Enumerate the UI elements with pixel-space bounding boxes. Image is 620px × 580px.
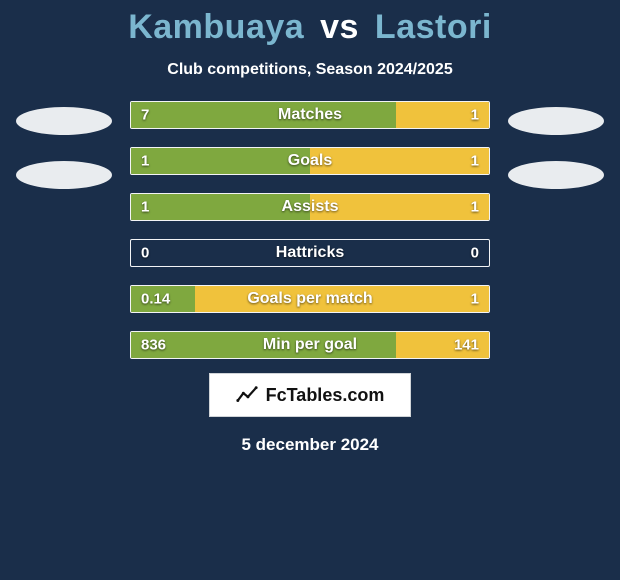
right-team-column (506, 101, 606, 189)
fctables-icon (236, 384, 258, 406)
team-badge-placeholder (16, 107, 112, 135)
stat-bars: 7 1 Matches 1 1 Goals 1 1 Assists 0 0 Hattricks 0.14… (130, 101, 490, 359)
comparison-content: 7 1 Matches 1 1 Goals 1 1 Assists 0 0 Hattricks 0.14… (0, 101, 620, 359)
stat-right-value: 1 (471, 199, 479, 216)
stat-right-value: 1 (471, 291, 479, 308)
stat-label: Goals per match (247, 290, 372, 308)
stat-left-value: 0 (141, 245, 149, 262)
team-badge-placeholder (16, 161, 112, 189)
stat-label: Matches (278, 106, 342, 124)
source-logo: FcTables.com (209, 373, 412, 417)
player2-name: Lastori (375, 8, 492, 46)
page-title: Kambuaya vs Lastori (128, 8, 492, 47)
team-badge-placeholder (508, 161, 604, 189)
stat-left-value: 836 (141, 337, 166, 354)
stat-right-value: 1 (471, 107, 479, 124)
date-label: 5 december 2024 (241, 435, 378, 455)
stat-right-value: 141 (454, 337, 479, 354)
stat-bar-right-segment (310, 148, 489, 174)
team-badge-placeholder (508, 107, 604, 135)
player1-name: Kambuaya (128, 8, 304, 46)
left-team-column (14, 101, 114, 189)
stat-bar-left-segment (131, 148, 310, 174)
stat-bar: 0 0 Hattricks (130, 239, 490, 267)
stat-right-value: 1 (471, 153, 479, 170)
stat-bar-left-segment (131, 102, 396, 128)
subtitle: Club competitions, Season 2024/2025 (167, 61, 452, 79)
stat-label: Assists (282, 198, 339, 216)
stat-bar: 836 141 Min per goal (130, 331, 490, 359)
stat-label: Goals (288, 152, 332, 170)
stat-left-value: 1 (141, 199, 149, 216)
stat-left-value: 7 (141, 107, 149, 124)
stat-left-value: 0.14 (141, 291, 170, 308)
stat-bar: 7 1 Matches (130, 101, 490, 129)
stat-right-value: 0 (471, 245, 479, 262)
stat-bar: 1 1 Goals (130, 147, 490, 175)
source-logo-text: FcTables.com (266, 385, 385, 406)
stat-bar: 1 1 Assists (130, 193, 490, 221)
stat-bar: 0.14 1 Goals per match (130, 285, 490, 313)
stat-label: Hattricks (276, 244, 344, 262)
stat-label: Min per goal (263, 336, 357, 354)
stat-left-value: 1 (141, 153, 149, 170)
vs-label: vs (320, 8, 359, 46)
